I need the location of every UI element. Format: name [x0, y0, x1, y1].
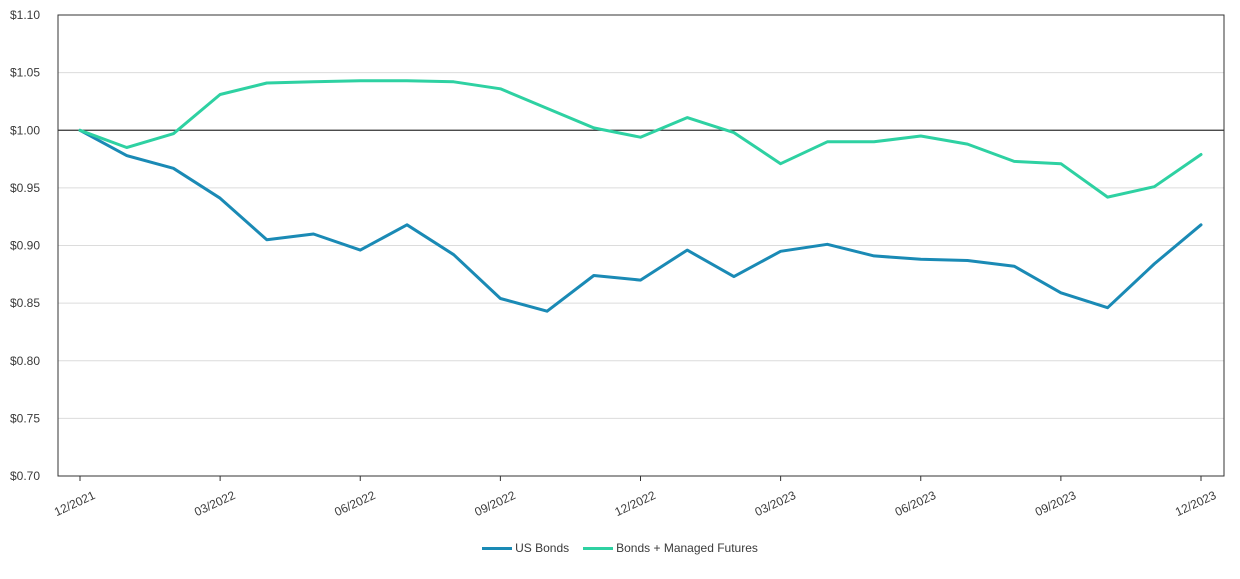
x-tick-label: 09/2023	[1033, 488, 1079, 519]
legend-label-us-bonds: US Bonds	[515, 541, 570, 555]
series-line-us-bonds	[78, 128, 1203, 313]
x-tick-label: 09/2022	[472, 488, 518, 519]
y-tick-label: $1.00	[10, 123, 40, 137]
y-tick-label: $1.05	[10, 66, 40, 80]
y-tick-label: $0.85	[10, 296, 40, 310]
y-tick-label: $1.10	[10, 8, 40, 22]
x-tick-label: 03/2022	[192, 488, 238, 519]
y-tick-label: $0.90	[10, 239, 40, 253]
x-tick-label: 12/2022	[613, 488, 659, 519]
series-line-bonds-managed-futures	[78, 79, 1203, 199]
y-tick-label: $0.70	[10, 469, 40, 483]
legend-label-bonds-managed-futures: Bonds + Managed Futures	[616, 541, 758, 555]
x-tick-label: 03/2023	[753, 488, 799, 519]
x-tick-label: 06/2023	[893, 488, 939, 519]
legend-item-us-bonds: US Bonds	[482, 541, 569, 555]
y-tick-label: $0.95	[10, 181, 40, 195]
legend-swatch-bonds-managed-futures	[583, 546, 614, 550]
legend-swatch-us-bonds	[482, 546, 513, 550]
x-tick-label: 12/2021	[52, 488, 98, 519]
legend: US Bonds Bonds + Managed Futures	[0, 538, 1240, 558]
x-tick-label: 06/2022	[332, 488, 378, 519]
x-tick-label: 12/2023	[1173, 488, 1219, 519]
y-tick-label: $0.75	[10, 411, 40, 425]
y-tick-label: $0.80	[10, 354, 40, 368]
legend-item-bonds-managed-futures: Bonds + Managed Futures	[583, 541, 758, 555]
